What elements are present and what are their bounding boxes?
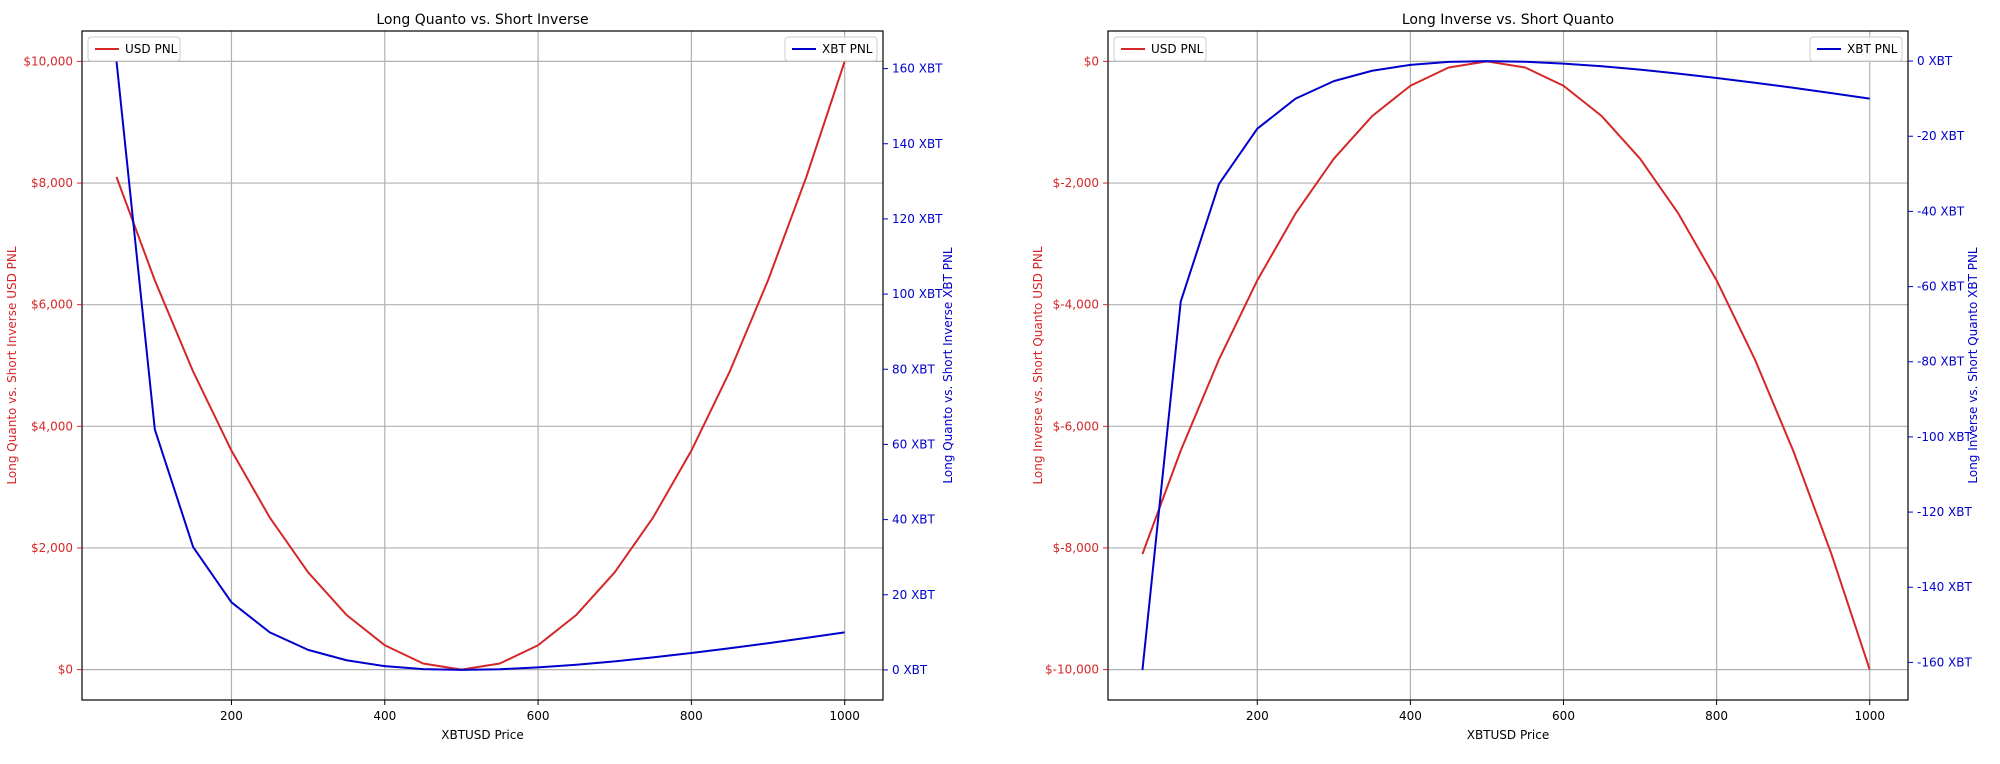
- chart-title: Long Quanto vs. Short Inverse: [376, 12, 588, 28]
- y-right-tick-label: 20 XBT: [892, 588, 936, 602]
- y-left-tick-label: $0: [58, 663, 73, 677]
- legend-label: XBT PNL: [822, 42, 873, 56]
- chart-panel-2: 200 400 600 800 1000 $0 $-2,000 $-4,000 $-6,000 $…: [1031, 12, 1980, 742]
- y-left-tick-label: $0: [1084, 54, 1099, 68]
- chart-panel-1: 200 400 600 800 1000 $0 $2,000 $4,000 $6,000 $8,0…: [5, 12, 955, 742]
- x-tick-label: 1000: [829, 709, 860, 723]
- y-right-tick-label: 140 XBT: [892, 137, 943, 151]
- y-left-tick-label: $-4,000: [1053, 298, 1099, 312]
- legend-usd: USD PNL: [1113, 36, 1207, 62]
- grid: [82, 31, 883, 700]
- series-line-xbt: [1141, 60, 1870, 671]
- y-right-tick-label: 120 XBT: [892, 212, 943, 226]
- y-left-tick-label: $6,000: [31, 298, 73, 312]
- legend-xbt: XBT PNL: [784, 36, 878, 62]
- y-left-tick-label: $8,000: [31, 176, 73, 190]
- x-axis-label: XBTUSD Price: [1467, 728, 1550, 742]
- x-tick-label: 1000: [1854, 709, 1885, 723]
- plot-frame: [81, 30, 884, 701]
- y-left-tick-label: $4,000: [31, 419, 73, 433]
- legend-label: USD PNL: [125, 42, 178, 56]
- series-line-usd: [1141, 60, 1871, 670]
- y-left-axis-label: Long Inverse vs. Short Quanto USD PNL: [1031, 246, 1045, 484]
- legend-usd: USD PNL: [87, 36, 181, 62]
- y-right-tick-label: -40 XBT: [1917, 204, 1965, 218]
- y-left-tick-label: $-10,000: [1045, 663, 1099, 677]
- y-right-tick-label: -20 XBT: [1917, 129, 1965, 143]
- legend-label: XBT PNL: [1847, 42, 1898, 56]
- y-right-tick-label: 100 XBT: [892, 287, 943, 301]
- y-right-axis-label: Long Quanto vs. Short Inverse XBT PNL: [941, 247, 955, 484]
- y-right-tick-label: -160 XBT: [1917, 655, 1973, 669]
- y-right-tick-label: 40 XBT: [892, 513, 936, 527]
- plot-frame: [1107, 30, 1909, 701]
- x-axis-label: XBTUSD Price: [441, 728, 524, 742]
- legend-xbt: XBT PNL: [1809, 36, 1903, 62]
- y-right-tick-label: 0 XBT: [892, 663, 928, 677]
- x-tick-label: 600: [527, 709, 550, 723]
- y-left-tick-label: $-8,000: [1053, 541, 1099, 555]
- grid: [1108, 31, 1908, 700]
- y-left-tick-label: $2,000: [31, 541, 73, 555]
- x-tick-label: 200: [220, 709, 243, 723]
- y-right-tick-label: 0 XBT: [1917, 54, 1953, 68]
- y-right-tick-label: -140 XBT: [1917, 580, 1973, 594]
- y-left-tick-label: $10,000: [23, 54, 73, 68]
- chart-title: Long Inverse vs. Short Quanto: [1402, 12, 1614, 28]
- x-tick-label: 600: [1552, 709, 1575, 723]
- x-tick-label: 200: [1246, 709, 1269, 723]
- series-line-usd: [115, 61, 846, 671]
- y-right-tick-label: -120 XBT: [1917, 505, 1973, 519]
- y-right-tick-label: -100 XBT: [1917, 430, 1973, 444]
- y-right-tick-label: 80 XBT: [892, 362, 936, 376]
- legend-box: [1809, 36, 1903, 62]
- series-line-xbt: [115, 60, 845, 671]
- y-right-tick-label: -80 XBT: [1917, 355, 1965, 369]
- y-left-tick-label: $-2,000: [1053, 176, 1099, 190]
- legend-label: USD PNL: [1151, 42, 1204, 56]
- y-right-axis-label: Long Inverse vs. Short Quanto XBT PNL: [1966, 247, 1980, 484]
- y-right-tick-label: 60 XBT: [892, 437, 936, 451]
- legend-box: [784, 36, 878, 62]
- legend-box: [87, 36, 181, 62]
- y-left-axis-label: Long Quanto vs. Short Inverse USD PNL: [5, 246, 19, 484]
- y-right-tick-label: -60 XBT: [1917, 280, 1965, 294]
- x-tick-label: 800: [680, 709, 703, 723]
- x-tick-label: 400: [373, 709, 396, 723]
- x-tick-label: 400: [1399, 709, 1422, 723]
- x-tick-label: 800: [1705, 709, 1728, 723]
- y-left-tick-label: $-6,000: [1053, 419, 1099, 433]
- legend-box: [1113, 36, 1207, 62]
- y-right-tick-label: 160 XBT: [892, 62, 943, 76]
